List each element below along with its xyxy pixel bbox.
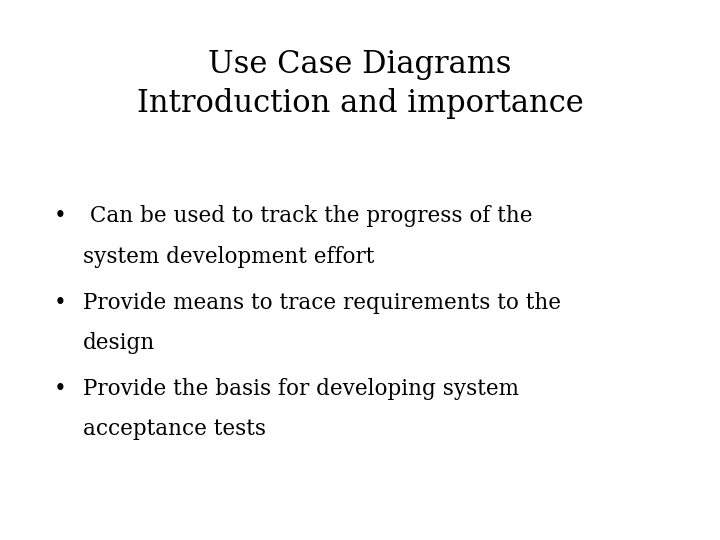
Text: •: • bbox=[54, 378, 67, 400]
Text: •: • bbox=[54, 205, 67, 227]
Text: system development effort: system development effort bbox=[83, 246, 374, 268]
Text: acceptance tests: acceptance tests bbox=[83, 418, 266, 441]
Text: Can be used to track the progress of the: Can be used to track the progress of the bbox=[83, 205, 532, 227]
Text: Use Case Diagrams
Introduction and importance: Use Case Diagrams Introduction and impor… bbox=[137, 49, 583, 119]
Text: Provide means to trace requirements to the: Provide means to trace requirements to t… bbox=[83, 292, 561, 314]
Text: design: design bbox=[83, 332, 155, 354]
Text: Provide the basis for developing system: Provide the basis for developing system bbox=[83, 378, 519, 400]
Text: •: • bbox=[54, 292, 67, 314]
